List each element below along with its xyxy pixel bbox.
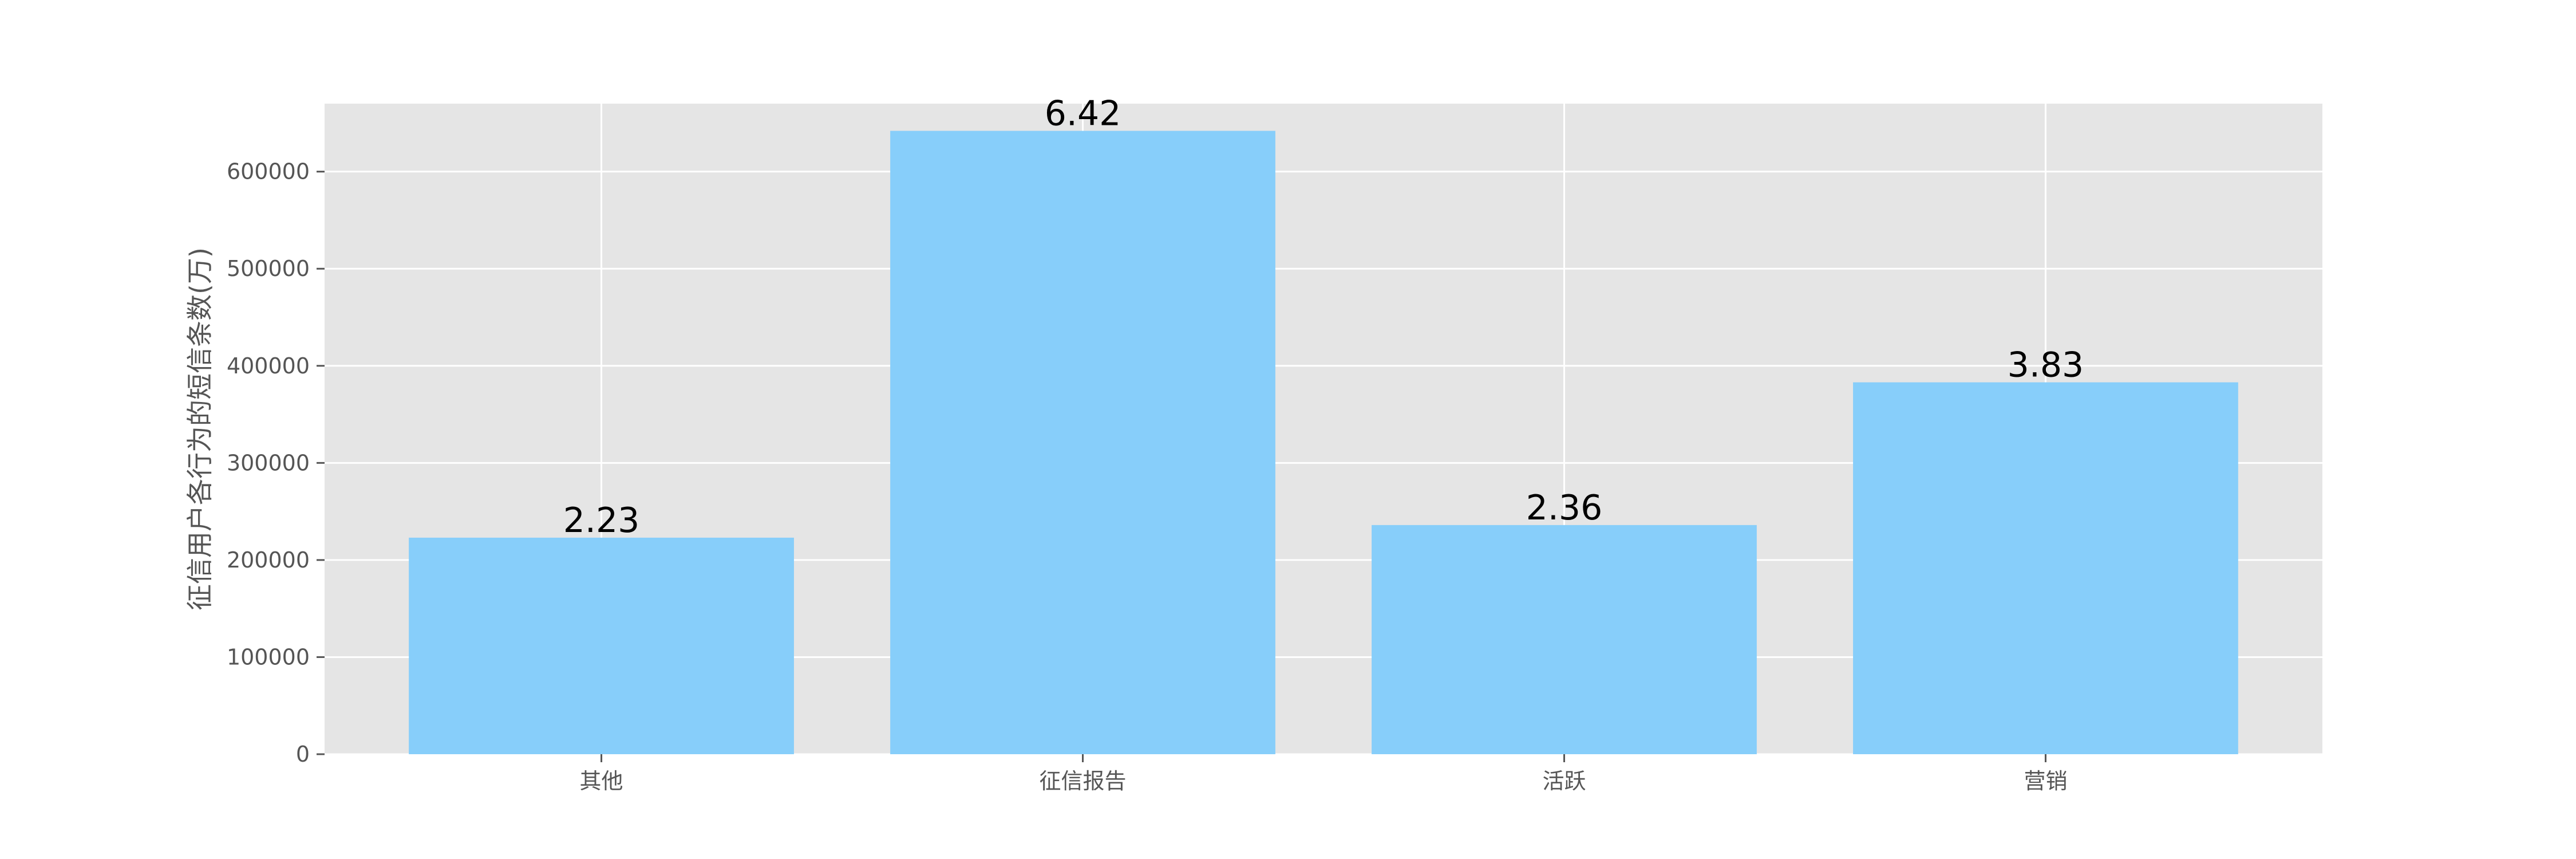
x-tick-label: 营销 xyxy=(2024,769,2067,794)
x-tick-label: 活跃 xyxy=(1542,769,1586,794)
bar xyxy=(890,131,1275,755)
bar xyxy=(409,537,794,754)
bars: 2.23 6.42 2.36 3.83 xyxy=(409,93,2238,755)
y-tick-label: 0 xyxy=(296,742,310,767)
bar xyxy=(1372,525,1757,754)
y-tick-label: 100000 xyxy=(227,644,310,669)
data-label: 3.83 xyxy=(2008,345,2084,385)
y-tick-label: 300000 xyxy=(227,450,310,475)
y-tick-label: 400000 xyxy=(227,353,310,379)
x-tick-label: 其他 xyxy=(580,769,623,794)
y-tick-label: 600000 xyxy=(227,159,310,184)
data-label: 2.36 xyxy=(1526,488,1603,528)
x-tick-label: 征信报告 xyxy=(1040,769,1127,794)
y-axis-ticks: 0 100000 200000 300000 400000 500000 600000 xyxy=(227,159,325,767)
data-label: 2.23 xyxy=(563,501,640,541)
y-tick-label: 200000 xyxy=(227,547,310,573)
y-tick-label: 500000 xyxy=(227,256,310,281)
y-axis-label: 征信用户各行为的短信条数(万) xyxy=(184,247,215,610)
bar xyxy=(1853,382,2238,754)
x-axis-ticks: 其他 征信报告 活跃 营销 xyxy=(580,754,2067,794)
data-label: 6.42 xyxy=(1045,93,1121,133)
